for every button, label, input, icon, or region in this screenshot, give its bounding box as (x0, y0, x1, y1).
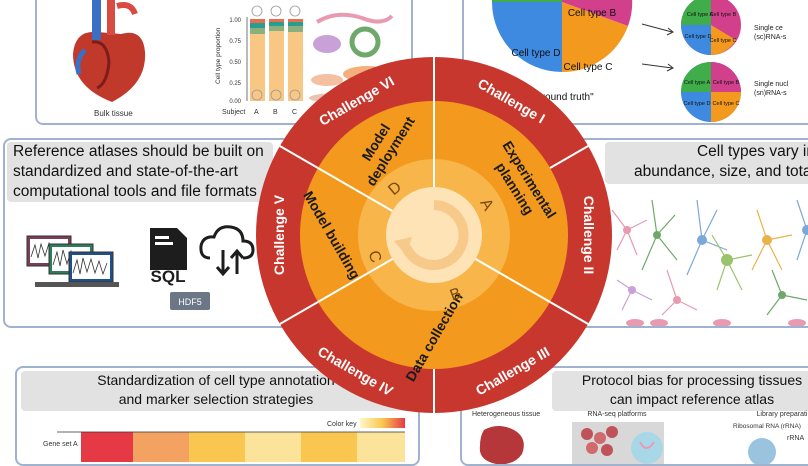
subject-face-icon (270, 5, 282, 17)
heatmap-cells (57, 431, 405, 462)
rnaseq-platforms-label: RNA-seq platforms (587, 411, 647, 418)
title-line: abundance, size, and total (634, 163, 808, 180)
pie-label-c: Cell type C (564, 62, 613, 73)
bar-c (288, 19, 303, 101)
sn-label-d: Cell type D (684, 101, 711, 107)
title-line: and marker selection strategies (118, 391, 314, 407)
title-line: Reference atlases should be built on (13, 143, 264, 160)
sn-label-c: Cell type C (713, 101, 740, 107)
cloud-transfer-icon (199, 225, 255, 277)
phase-dividers (317, 101, 551, 303)
subject-label: Subject (222, 109, 245, 116)
ytick: 1.00 (229, 18, 241, 24)
challenge-divider (549, 301, 589, 325)
sc-label-a: Cell type A (687, 12, 714, 18)
challenge-dividers (279, 57, 589, 413)
ground-truth-figure: Cell type A Cell type B Cell type D Cell… (492, 0, 741, 122)
ytick: 0.75 (229, 39, 241, 45)
cell-types-vary-title: Cell types vary in abundance, size, and … (605, 142, 808, 184)
sql-file-icon: SQL (150, 228, 187, 286)
phase-divider (475, 258, 551, 303)
bulk-tissue-label: Bulk tissue (94, 109, 133, 118)
sc-label-b: Cell type B (710, 12, 737, 18)
sc-pie: Cell type A Cell type B Cell type D Cell… (681, 0, 741, 55)
color-key-label: Color key (327, 421, 357, 428)
subject-face-icon (251, 5, 263, 17)
reference-atlases-title: Reference atlases should be built on sta… (7, 142, 273, 202)
subject-a: A (254, 109, 259, 116)
tissue-icon (479, 426, 524, 464)
neuron-cells-icon (611, 199, 808, 316)
color-key-gradient (360, 418, 405, 428)
bar-b (269, 19, 284, 101)
bar-a (250, 19, 265, 101)
hdf5-label: HDF5 (178, 297, 202, 307)
pie-label-b: Cell type B (568, 8, 617, 19)
sc-label-d: Cell type D (685, 34, 712, 40)
arrow-icon (641, 63, 673, 69)
blood-cells-icon (626, 319, 806, 326)
heterogeneous-tissue-label: Heterogeneous tissue (472, 411, 540, 418)
protocol-bias-title: Protocol bias for processing tissues can… (552, 371, 808, 411)
challenge-divider (279, 145, 319, 169)
ytick: 0.25 (229, 81, 241, 87)
challenge-label: Challenge V (271, 194, 287, 275)
ytick: 0.00 (229, 99, 241, 105)
ground-truth-label: "Ground truth" (530, 92, 594, 103)
arrow-icon (641, 23, 673, 33)
panel-reference-atlases: Reference atlases should be built on sta… (3, 138, 303, 328)
title-line: can impact reference atlas (609, 391, 775, 407)
title-line: Protocol bias for processing tissues (581, 372, 803, 388)
gene-set-label: Gene set A (43, 441, 78, 448)
subject-face-icon (270, 89, 282, 101)
hdf5-badge (170, 292, 210, 310)
subject-face-icon (289, 5, 301, 17)
subject-face-icon (289, 89, 301, 101)
sn-label-a: Cell type A (684, 80, 711, 86)
single-cell-label: Single ce (sc)RNA-s (754, 25, 787, 41)
title-line: standardized and state-of-the-art (13, 163, 238, 180)
sn-pie: Cell type A Cell type B Cell type D Cell… (681, 62, 741, 122)
ground-truth-pie: Cell type A Cell type B Cell type D Cell… (492, 0, 633, 103)
challenge-divider (549, 145, 589, 169)
heart-icon (73, 0, 146, 102)
phase-letter: C (364, 248, 384, 265)
sql-label: SQL (151, 267, 186, 286)
title-line: Cell types vary in (696, 143, 808, 160)
title-line: computational tools and file formats (13, 183, 257, 200)
subject-c: C (292, 109, 297, 116)
neurons-figure (611, 199, 808, 326)
title-line: Standardization of cell type annotation (97, 372, 335, 388)
rrna-label: rRNA (787, 435, 804, 442)
laptops-icon (26, 235, 119, 287)
ribosome-icon (748, 438, 776, 464)
cell-cluster-icon (581, 426, 618, 456)
ytick: 0.50 (229, 60, 241, 66)
proportion-chart: 1.00 0.75 0.50 0.25 0.00 Cell type propo… (215, 5, 303, 116)
challenge-label: Challenge II (581, 196, 597, 275)
phase-divider (317, 258, 393, 303)
cycle-arrow-icon (394, 200, 469, 270)
sc-label-c: Cell type C (710, 38, 737, 44)
sn-label-b: Cell type B (713, 80, 740, 86)
y-axis-label: Cell type proportion (215, 27, 222, 84)
phase-divider (317, 167, 393, 212)
ribosomal-label: Ribosomal RNA (rRNA) (733, 423, 801, 430)
challenge-divider (279, 301, 319, 325)
library-prep-label: Library preparati (757, 411, 808, 418)
pie-label-d: Cell type D (512, 48, 561, 59)
subject-face-icon (251, 89, 263, 101)
tools-figure: SQL HDF5 (26, 225, 255, 310)
subject-b: B (273, 109, 278, 116)
single-nucleus-label: Single nucl (sn)RNA-s (754, 81, 789, 97)
